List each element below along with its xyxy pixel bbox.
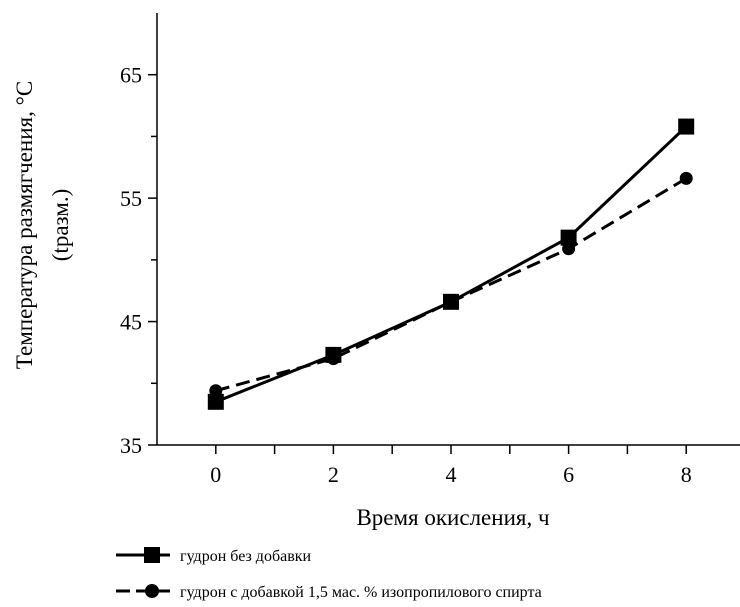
series-1-point (562, 242, 576, 256)
y-tick-label: 45 (120, 310, 142, 335)
series-0-line (215, 125, 688, 404)
series-1-point (326, 352, 340, 366)
x-tick-label: 8 (681, 462, 692, 487)
legend-square-marker (144, 547, 160, 563)
series-0-point (678, 118, 695, 135)
y-tick-label: 35 (120, 433, 142, 458)
legend: гудрон без добавки гудрон с добавкой 1,5… (116, 547, 542, 601)
legend-circle-marker (145, 584, 159, 598)
x-tick-label: 0 (210, 462, 221, 487)
y-axis-title-line2: (tразм.) (48, 189, 73, 261)
x-tick-label: 2 (328, 462, 339, 487)
x-tick-label: 6 (563, 462, 574, 487)
legend-item-0: гудрон без добавки (116, 547, 312, 565)
y-tick-label: 55 (120, 186, 142, 211)
x-axis-title: Время окисления, ч (356, 505, 550, 530)
series-0-point (207, 393, 224, 410)
series-1-point (209, 384, 223, 398)
y-axis-ticks: 35 45 55 65 (120, 63, 157, 458)
legend-item-1: гудрон с добавкой 1,5 мас. % изопропилов… (116, 584, 542, 601)
series-1-line (215, 177, 687, 393)
series-1-point (679, 171, 693, 185)
legend-label-0: гудрон без добавки (180, 548, 312, 565)
x-tick-label: 4 (446, 462, 457, 487)
series-0-point (560, 229, 577, 246)
legend-label-1: гудрон с добавкой 1,5 мас. % изопропилов… (180, 584, 542, 601)
series-layer (207, 118, 695, 410)
series-1-point (444, 295, 458, 309)
y-tick-label: 65 (120, 63, 142, 88)
x-axis-ticks: 0 2 4 6 8 (210, 445, 692, 487)
y-axis-title-line1: Температура размягчения, °C (12, 81, 37, 369)
